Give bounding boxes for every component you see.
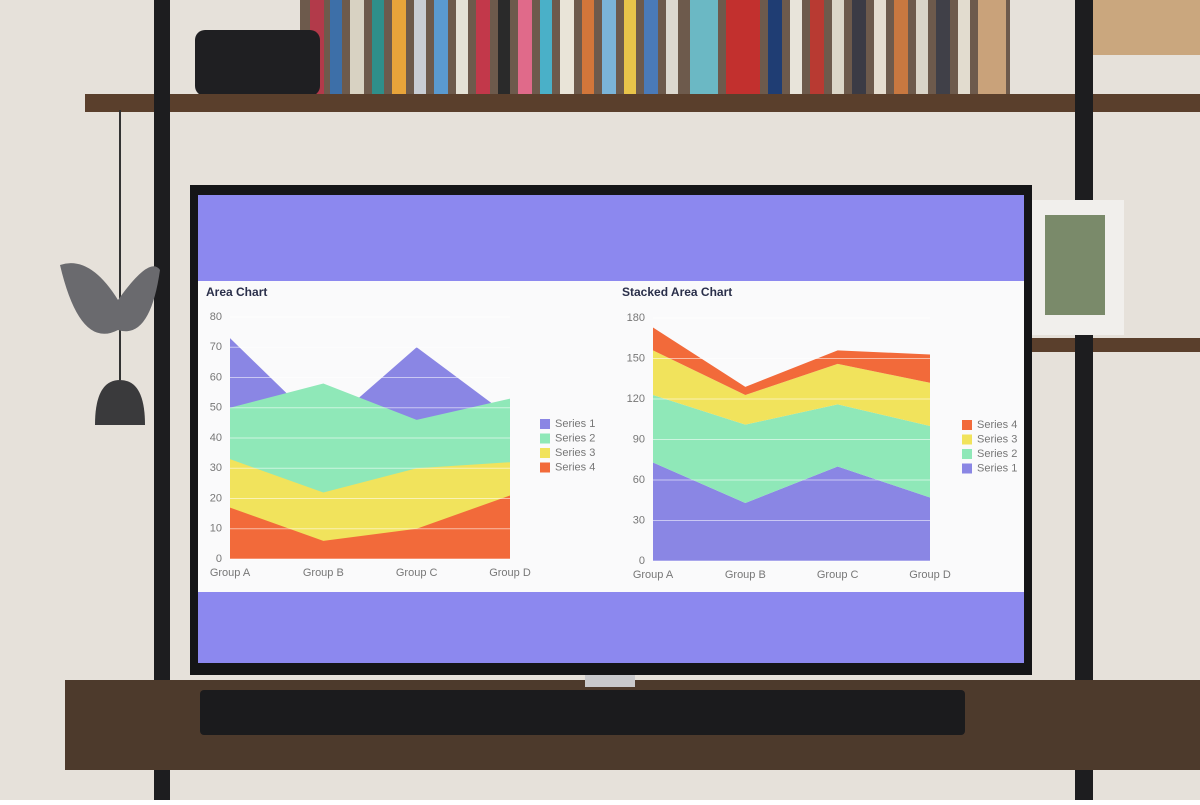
shelf: [85, 94, 1200, 112]
y-tick-label: 60: [633, 474, 645, 486]
x-tick-label: Group B: [303, 567, 344, 579]
photo: [1045, 215, 1105, 315]
x-tick-label: Group C: [817, 569, 859, 581]
legend-label: Series 4: [977, 419, 1017, 431]
area: [653, 394, 930, 503]
x-tick-label: Group A: [210, 567, 251, 579]
x-tick-label: Group B: [725, 569, 766, 581]
area: [230, 495, 510, 559]
y-tick-label: 0: [639, 555, 645, 567]
y-tick-label: 30: [633, 514, 645, 526]
legend-label: Series 2: [555, 432, 595, 444]
y-tick-label: 40: [210, 432, 222, 444]
legend-swatch: [962, 420, 972, 430]
x-tick-label: Group D: [909, 569, 951, 581]
soundbar: [200, 690, 965, 735]
legend-swatch: [540, 462, 550, 473]
y-tick-label: 180: [627, 312, 645, 324]
legend-swatch: [962, 449, 972, 459]
legend-label: Series 1: [555, 418, 595, 430]
butterfly: [60, 263, 160, 334]
legend-label: Series 1: [977, 462, 1017, 474]
y-tick-label: 80: [210, 311, 222, 323]
y-tick-label: 10: [210, 523, 222, 535]
y-tick-label: 20: [210, 492, 222, 504]
y-tick-label: 0: [216, 553, 222, 565]
y-tick-label: 120: [627, 393, 645, 405]
legend-swatch: [540, 433, 550, 444]
chart-title: Area Chart: [206, 285, 267, 299]
legend-swatch: [962, 463, 972, 474]
books: [195, 0, 1200, 97]
y-tick-label: 70: [210, 341, 222, 353]
y-tick-label: 150: [627, 352, 645, 364]
y-tick-label: 90: [633, 433, 645, 445]
area: [653, 350, 930, 426]
legend-swatch: [540, 419, 550, 429]
side-shelf: [1030, 338, 1200, 352]
legend-label: Series 3: [977, 433, 1017, 445]
y-tick-label: 60: [210, 371, 222, 383]
area: [653, 327, 930, 395]
legend-swatch: [962, 434, 972, 445]
legend-swatch: [540, 448, 550, 458]
area: [653, 462, 930, 561]
pipe: [154, 0, 170, 800]
x-tick-label: Group A: [633, 569, 674, 581]
y-tick-label: 50: [210, 402, 222, 414]
bell: [95, 380, 145, 425]
legend-label: Series 2: [977, 448, 1017, 460]
legend-label: Series 4: [555, 461, 595, 473]
x-tick-label: Group C: [396, 567, 438, 579]
legend-label: Series 3: [555, 447, 595, 459]
x-tick-label: Group D: [489, 567, 531, 579]
y-tick-label: 30: [210, 462, 222, 474]
chart-title: Stacked Area Chart: [622, 285, 732, 299]
